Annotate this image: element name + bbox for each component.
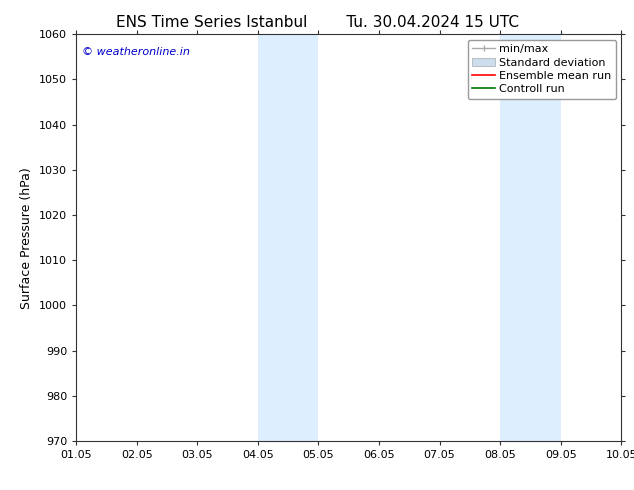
Bar bbox=[500, 34, 560, 441]
Y-axis label: Surface Pressure (hPa): Surface Pressure (hPa) bbox=[20, 167, 34, 309]
Text: © weatheronline.in: © weatheronline.in bbox=[82, 47, 190, 56]
Legend: min/max, Standard deviation, Ensemble mean run, Controll run: min/max, Standard deviation, Ensemble me… bbox=[468, 40, 616, 99]
Text: ENS Time Series Istanbul        Tu. 30.04.2024 15 UTC: ENS Time Series Istanbul Tu. 30.04.2024 … bbox=[115, 15, 519, 30]
Bar bbox=[258, 34, 318, 441]
